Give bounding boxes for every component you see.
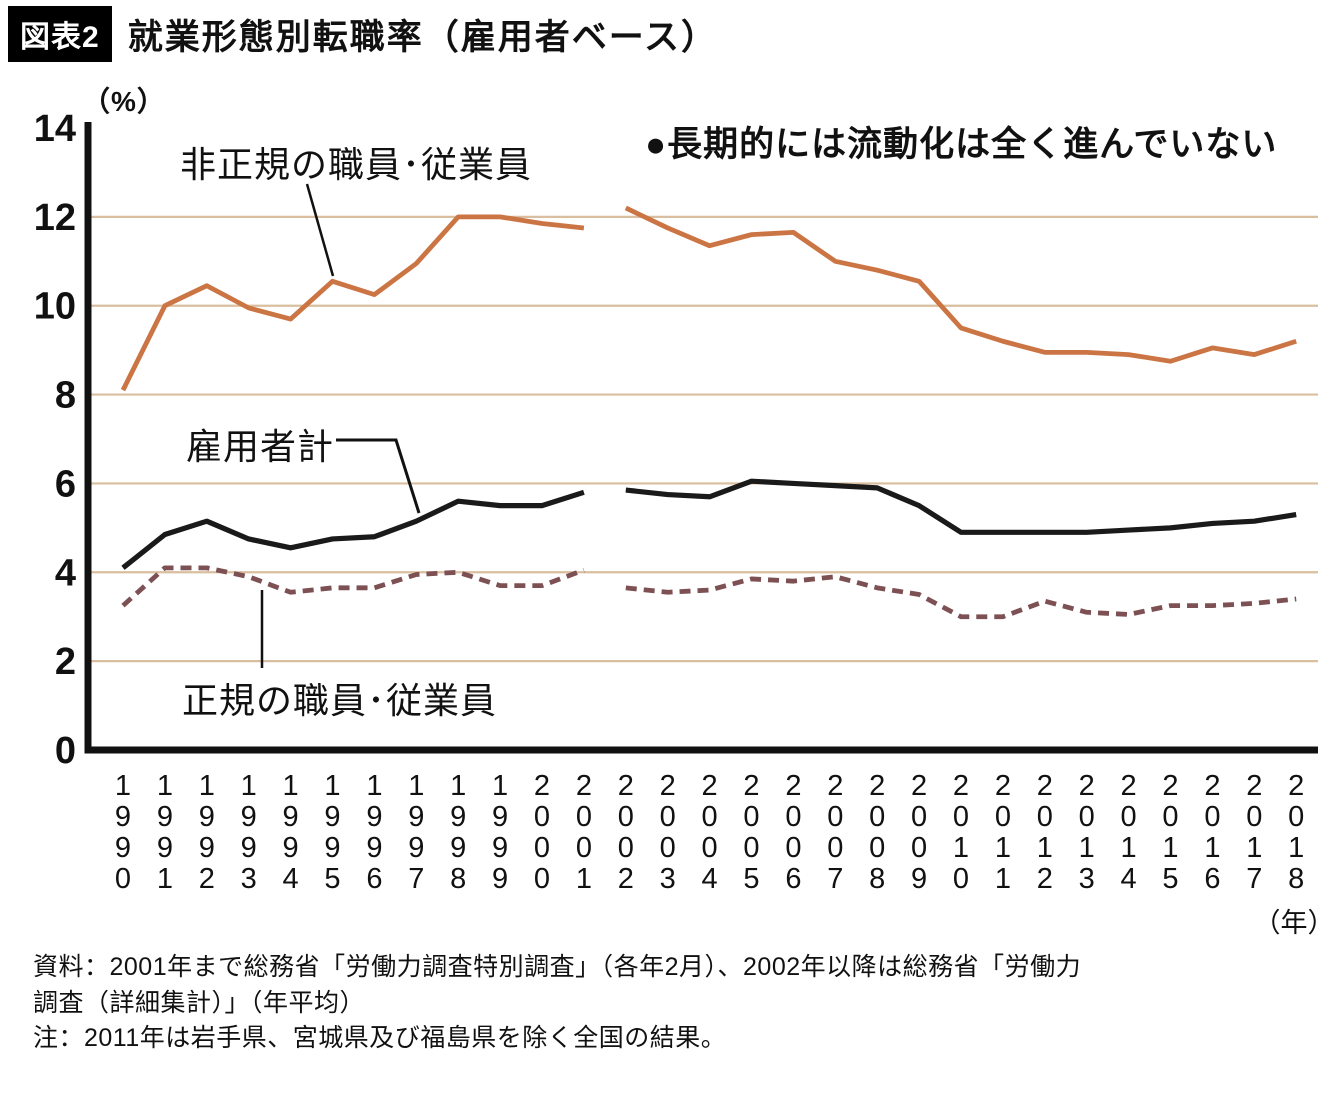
y-tick-label: 6: [55, 463, 76, 505]
figure-header: 図表2 就業形態別転職率（雇用者ベース）: [8, 6, 718, 62]
y-axis-tick-labels: 0 2 4 6 8 10 12 14: [34, 108, 76, 772]
series-line-0: [624, 205, 1297, 364]
y-tick-label: 0: [55, 730, 76, 772]
series-line-0: [120, 214, 585, 392]
series-label-regular: 正規の職員･従業員: [182, 680, 498, 721]
series-line-1: [121, 489, 585, 570]
series-line-2: [625, 574, 1297, 620]
series-lines: [120, 205, 1297, 620]
y-tick-label: 12: [34, 197, 76, 239]
y-tick-label: 10: [34, 286, 76, 328]
chart-annotation: ●長期的には流動化は全く進んでいない: [645, 125, 1278, 164]
y-tick-label: 8: [55, 375, 76, 417]
series-label-nonregular: 非正規の職員･従業員: [180, 144, 533, 185]
source-line-1: 資料：2001年まで総務省「労働力調査特別調査」（各年2月）、2002年以降は総…: [33, 953, 1082, 981]
note-line: 注：2011年は岩手県、宮城県及び福島県を除く全国の結果。: [33, 1024, 727, 1052]
figure-tag: 図表2: [8, 6, 112, 62]
series-line-1: [625, 478, 1297, 535]
footer-notes: 資料：2001年まで総務省「労働力調査特別調査」（各年2月）、2002年以降は総…: [33, 950, 1081, 1057]
x-axis-tick-labels: 1 9 9 0 1 9 9 1 1 9 9 2 1 9 9 3 1 9 9 4 1 9 9 5 1 9 9 6 1 9 9 7 1 9 9 8 1 9 9 9…: [115, 770, 1335, 938]
page-title: 就業形態別転職率（雇用者ベース）: [127, 17, 718, 57]
x-axis-unit-label: （年）: [1254, 908, 1335, 938]
gridlines: [91, 215, 1318, 663]
y-tick-label: 2: [55, 641, 76, 683]
y-tick-label: 4: [55, 552, 76, 594]
y-tick-label: 14: [34, 108, 76, 150]
y-axis-unit-label: （%）: [82, 86, 166, 117]
source-line-2: 調査（詳細集計）」（年平均）: [33, 988, 366, 1017]
leader-line-total: [336, 438, 421, 514]
series-label-total: 雇用者計: [186, 426, 335, 467]
series-line-2: [121, 565, 585, 608]
leader-line-nonregular: [305, 183, 335, 277]
